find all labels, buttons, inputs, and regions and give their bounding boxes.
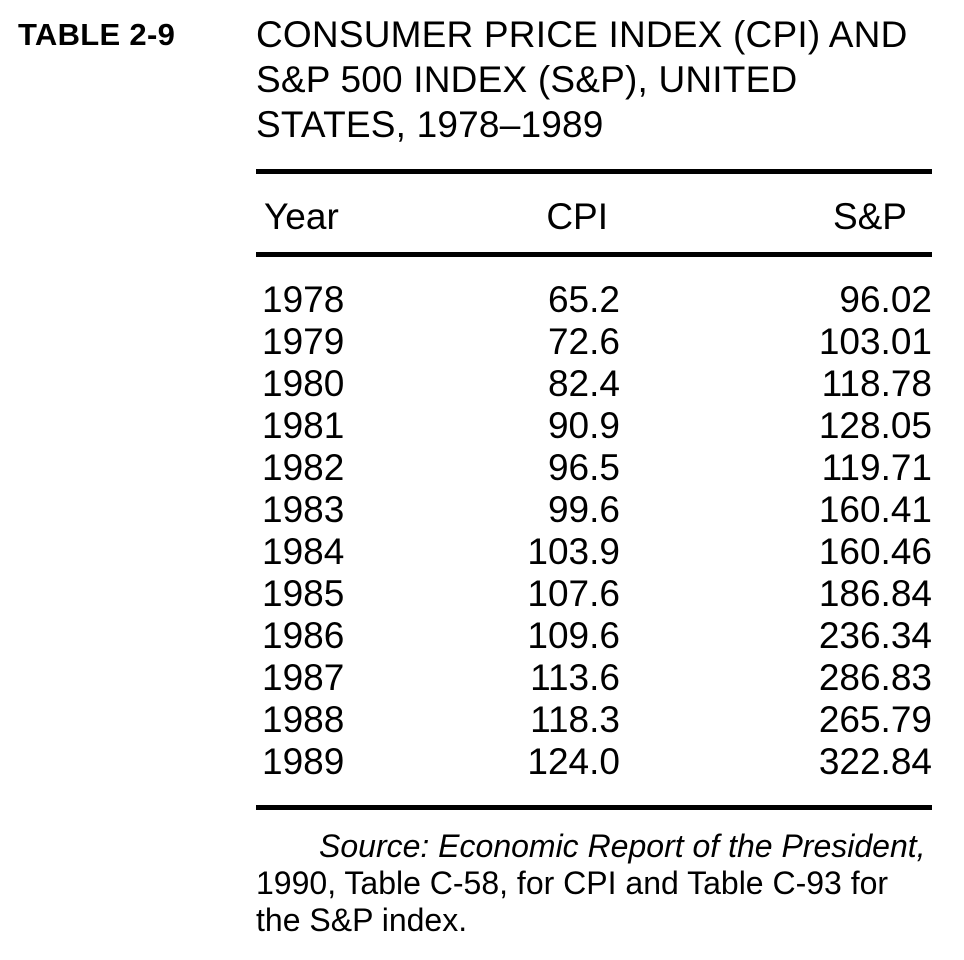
sp-cell: 119.71 <box>821 447 932 488</box>
table-body: 1978 65.2 96.02 1979 72.6 103.01 1980 82… <box>256 257 932 805</box>
year-cell: 1988 <box>262 699 345 740</box>
source-note: Source: Economic Report of the President… <box>256 828 946 939</box>
table-row: 1989 124.0 322.84 <box>256 741 932 783</box>
table-header-row: Year CPI S&P <box>256 174 932 252</box>
table-row: 1987 113.6 286.83 <box>256 657 932 699</box>
year-cell: 1983 <box>262 489 345 530</box>
table-rule-top <box>256 169 932 174</box>
cpi-cell: 99.6 <box>547 489 620 530</box>
sp-cell: 96.02 <box>839 279 932 320</box>
title-line-1: CONSUMER PRICE INDEX (CPI) AND <box>256 14 908 55</box>
cpi-cell: 103.9 <box>527 531 620 572</box>
cpi-cell: 107.6 <box>527 573 620 614</box>
column-header-cpi: CPI <box>546 196 608 237</box>
table-row: 1983 99.6 160.41 <box>256 489 932 531</box>
cpi-cell: 72.6 <box>547 321 620 362</box>
table-row: 1982 96.5 119.71 <box>256 447 932 489</box>
table-rule-middle <box>256 252 932 257</box>
year-cell: 1981 <box>262 405 345 446</box>
year-cell: 1982 <box>262 447 345 488</box>
table-label: TABLE 2-9 <box>18 17 176 52</box>
year-cell: 1985 <box>262 573 345 614</box>
sp-cell: 160.46 <box>818 531 932 572</box>
sp-cell: 186.84 <box>818 573 932 614</box>
cpi-cell: 96.5 <box>547 447 620 488</box>
year-cell: 1987 <box>262 657 345 698</box>
cpi-cell: 82.4 <box>547 363 620 404</box>
sp-cell: 103.01 <box>818 321 932 362</box>
table-row: 1985 107.6 186.84 <box>256 573 932 615</box>
year-cell: 1980 <box>262 363 345 404</box>
table-row: 1984 103.9 160.46 <box>256 531 932 573</box>
sp-cell: 118.78 <box>821 363 932 404</box>
cpi-cell: 124.0 <box>527 741 620 782</box>
column-header-year: Year <box>264 196 339 237</box>
table-title: CONSUMER PRICE INDEX (CPI) AND S&P 500 I… <box>256 12 908 147</box>
year-cell: 1978 <box>262 279 345 320</box>
sp-cell: 286.83 <box>818 657 932 698</box>
year-cell: 1989 <box>262 741 345 782</box>
sp-cell: 160.41 <box>818 489 932 530</box>
table-row: 1980 82.4 118.78 <box>256 363 932 405</box>
data-table: Year CPI S&P 1978 65.2 96.02 1979 72.6 1… <box>256 169 932 810</box>
source-line-3: the S&P index. <box>256 902 468 938</box>
table-rule-bottom <box>256 805 932 810</box>
sp-cell: 236.34 <box>818 615 932 656</box>
year-cell: 1979 <box>262 321 345 362</box>
year-cell: 1984 <box>262 531 345 572</box>
sp-cell: 322.84 <box>818 741 932 782</box>
source-line-1: Source: Economic Report of the President… <box>319 828 926 864</box>
sp-cell: 265.79 <box>818 699 932 740</box>
table-row: 1981 90.9 128.05 <box>256 405 932 447</box>
column-header-sp: S&P <box>832 196 907 237</box>
cpi-cell: 109.6 <box>527 615 620 656</box>
sp-cell: 128.05 <box>818 405 932 446</box>
cpi-cell: 113.6 <box>530 657 620 698</box>
table-row: 1986 109.6 236.34 <box>256 615 932 657</box>
cpi-cell: 118.3 <box>530 699 620 740</box>
cpi-cell: 90.9 <box>547 405 620 446</box>
cpi-cell: 65.2 <box>547 279 620 320</box>
table-row: 1978 65.2 96.02 <box>256 279 932 321</box>
source-line-2: 1990, Table C-58, for CPI and Table C-93… <box>256 865 889 901</box>
table-row: 1988 118.3 265.79 <box>256 699 932 741</box>
title-line-2: S&P 500 INDEX (S&P), UNITED <box>256 59 798 100</box>
table-row: 1979 72.6 103.01 <box>256 321 932 363</box>
title-line-3: STATES, 1978–1989 <box>256 104 604 145</box>
year-cell: 1986 <box>262 615 345 656</box>
